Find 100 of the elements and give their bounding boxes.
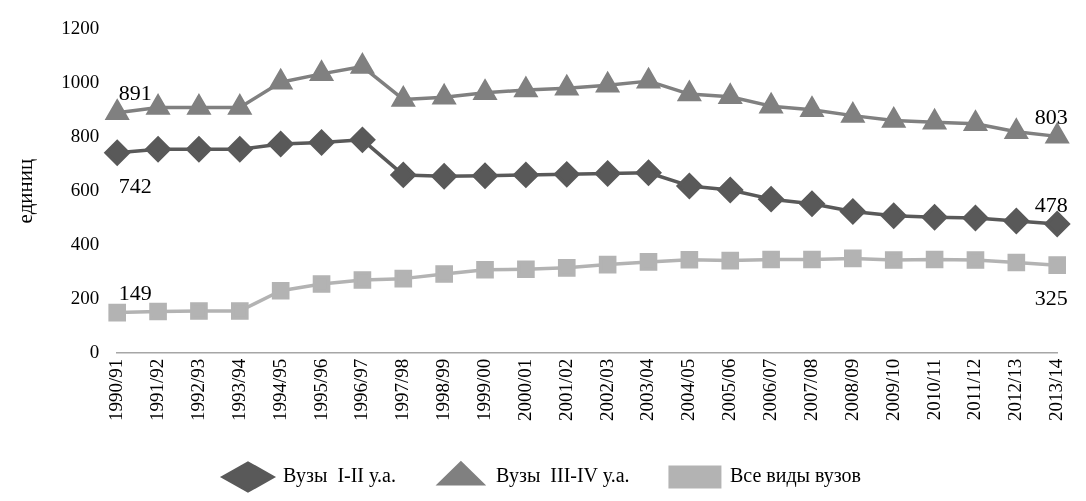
x-tick-label: 2005/06 — [718, 358, 740, 421]
point — [923, 109, 946, 130]
point — [267, 131, 294, 157]
point — [513, 162, 539, 188]
point — [676, 173, 703, 199]
point — [186, 136, 212, 163]
point — [476, 260, 494, 279]
point — [149, 302, 167, 321]
point — [390, 162, 417, 188]
point — [349, 127, 376, 153]
legend-label: Вузы I-II у.а. — [282, 464, 396, 488]
x-tick-label: 1993/94 — [227, 358, 249, 421]
point — [312, 275, 331, 293]
y-tick-label: 400 — [70, 232, 100, 254]
x-tick-label: 2008/09 — [840, 358, 862, 421]
point — [594, 160, 621, 187]
point — [432, 84, 456, 105]
point — [1005, 119, 1028, 140]
point — [310, 61, 333, 82]
point — [637, 68, 660, 89]
point — [1048, 256, 1067, 274]
x-tick-label: 2001/02 — [554, 358, 576, 421]
x-tick-label: 2000/01 — [513, 358, 535, 421]
x-tick-label: 1995/96 — [309, 358, 331, 421]
x-tick-label: 1991/92 — [146, 358, 168, 421]
x-tick-label: 2011/12 — [963, 358, 985, 421]
point — [799, 190, 825, 217]
point — [803, 250, 821, 269]
point — [431, 163, 457, 189]
point — [230, 302, 249, 320]
data-label: 891 — [118, 80, 152, 106]
point — [841, 102, 865, 123]
point — [721, 251, 740, 270]
point — [882, 107, 905, 128]
y-tick-label: 600 — [70, 179, 100, 201]
point — [190, 302, 208, 320]
point — [759, 93, 783, 114]
point — [680, 250, 699, 269]
point — [435, 265, 453, 283]
legend-label: Вузы III-IV у.а. — [495, 464, 630, 488]
point — [145, 136, 171, 163]
point — [105, 99, 129, 120]
point — [639, 253, 658, 271]
x-tick-label: 1999/00 — [473, 358, 495, 421]
point — [554, 161, 580, 188]
x-tick-label: 2004/05 — [677, 358, 699, 421]
point — [228, 94, 252, 115]
x-tick-label: 2012/13 — [1004, 358, 1026, 421]
point — [966, 251, 985, 269]
point — [108, 303, 127, 322]
point — [271, 281, 290, 300]
x-tick-label: 2006/07 — [759, 358, 781, 421]
point — [514, 77, 538, 98]
point — [1007, 253, 1026, 272]
x-tick-label: 2010/11 — [922, 358, 944, 421]
y-tick-label: 1000 — [61, 71, 100, 93]
x-tick-label: 1996/97 — [350, 358, 372, 421]
point — [844, 249, 862, 268]
point — [353, 271, 372, 289]
x-tick-label: 2002/03 — [595, 358, 617, 421]
point — [351, 53, 374, 74]
point — [678, 81, 701, 102]
point — [555, 75, 579, 96]
point — [962, 205, 989, 231]
point — [1045, 123, 1069, 144]
x-tick-label: 2007/08 — [799, 358, 821, 421]
point — [1003, 208, 1030, 234]
point — [1044, 211, 1070, 237]
point — [596, 72, 619, 93]
point — [800, 96, 824, 117]
point — [598, 255, 617, 274]
point — [308, 129, 335, 156]
point — [880, 203, 907, 229]
x-tick-label: 2013/14 — [1045, 358, 1067, 421]
x-tick-label: 1992/93 — [186, 358, 208, 421]
point — [925, 250, 944, 269]
point — [758, 186, 784, 212]
y-tick-label: 200 — [70, 286, 100, 308]
point — [884, 251, 903, 269]
point — [635, 159, 662, 186]
point — [557, 259, 576, 277]
data-label: 478 — [1034, 191, 1068, 217]
point — [840, 198, 866, 225]
data-label: 803 — [1034, 104, 1068, 130]
point — [718, 84, 742, 105]
x-tick-label: 1998/99 — [432, 358, 454, 421]
x-tick-label: 2003/04 — [636, 358, 658, 421]
x-tick-label: 1994/95 — [268, 358, 290, 421]
y-tick-label: 0 — [89, 340, 100, 362]
point — [964, 110, 987, 131]
data-label: 149 — [118, 280, 152, 306]
legend-label: Все виды вузов — [729, 464, 862, 488]
x-tick-label: 1990/91 — [105, 358, 127, 421]
x-tick-label: 1997/98 — [391, 358, 413, 421]
point — [517, 260, 535, 279]
point — [717, 177, 743, 203]
data-label: 325 — [1034, 284, 1068, 310]
point — [227, 136, 253, 163]
y-axis-title: единиц — [13, 158, 38, 224]
point — [269, 69, 292, 90]
